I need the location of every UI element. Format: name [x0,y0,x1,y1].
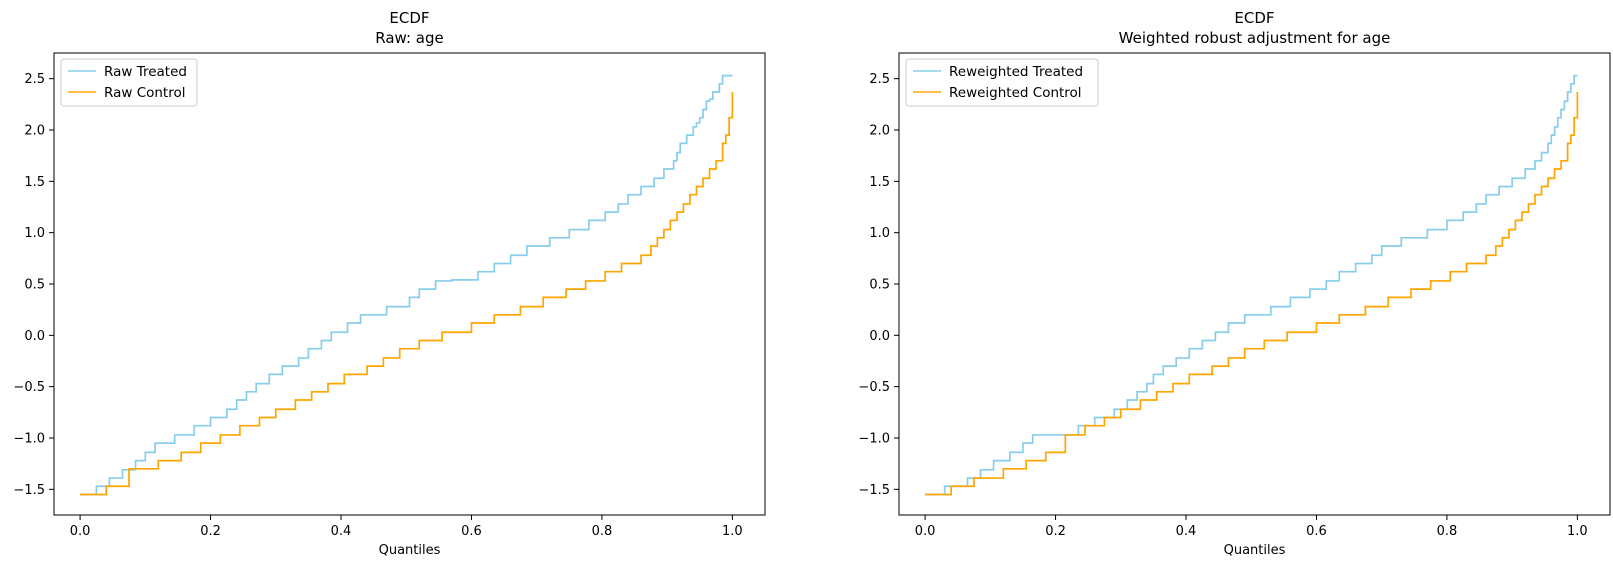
y-tick-label: −1.0 [858,432,890,447]
plot-area: 0.0 0.2 0.4 0.6 0.8 1.0 −1.5 −1.0 −0.5 0.0 0.5 1.0 1… [13,52,766,539]
chart-title: ECDF [1234,9,1274,27]
chart-subtitle: Raw: age [375,29,444,47]
legend-label-reweighted-control: Reweighted Control [949,85,1082,101]
series-line-reweighted-treated [925,74,1578,496]
y-tick-label: 2.0 [869,124,890,139]
y-tick-label: 0.0 [869,329,890,344]
x-tick-label: 0.6 [461,524,482,539]
y-tick-label: −0.5 [13,380,45,395]
x-tick-label: 1.0 [722,524,743,539]
legend-label-raw-control: Raw Control [104,85,186,101]
y-tick-label: 1.0 [24,226,45,241]
y-tick-label: 1.5 [869,175,890,190]
y-tick-label: 0.0 [24,329,45,344]
y-tick-label: 0.5 [24,278,45,293]
y-tick-label: −1.5 [13,483,45,498]
x-tick-label: 0.0 [70,524,91,539]
y-tick-label: −0.5 [858,380,890,395]
x-tick-label: 0.4 [1176,524,1197,539]
y-tick-label: 0.5 [869,278,890,293]
x-tick-label: 0.2 [200,524,221,539]
legend: Reweighted Treated Reweighted Control [905,58,1099,107]
y-tick-label: 2.0 [24,124,45,139]
legend-label-raw-treated: Raw Treated [104,64,187,80]
legend-label-reweighted-treated: Reweighted Treated [949,64,1083,80]
x-tick-label: 1.0 [1567,524,1588,539]
chart-weighted-age: ECDF Weighted robust adjustment for age … [858,9,1611,558]
y-tick-label: 1.5 [24,175,45,190]
plot-area: 0.0 0.2 0.4 0.6 0.8 1.0 −1.5 −1.0 −0.5 0.0 0.5 1.0 1… [858,52,1611,539]
y-tick-label: 2.5 [869,72,890,87]
y-tick-label: 1.0 [869,226,890,241]
x-axis-label: Quantiles [379,543,441,558]
series-line-raw-control [80,92,734,496]
x-axis-label: Quantiles [1224,543,1286,558]
series-line-raw-treated [80,74,733,496]
x-tick-label: 0.4 [331,524,352,539]
y-tick-label: −1.5 [858,483,890,498]
legend-frame [905,58,1099,107]
x-tick-label: 0.8 [1437,524,1458,539]
x-tick-label: 0.0 [915,524,936,539]
x-tick-label: 0.6 [1306,524,1327,539]
y-tick-label: 2.5 [24,72,45,87]
chart-title: ECDF [389,9,429,27]
y-tick-label: −1.0 [13,432,45,447]
chart-subtitle: Weighted robust adjustment for age [1119,29,1391,47]
legend: Raw Treated Raw Control [60,58,198,107]
chart-raw-age: ECDF Raw: age Quantiles 0.0 0.2 0.4 0.6 0.8 1… [13,9,766,558]
x-tick-label: 0.8 [592,524,613,539]
x-tick-label: 0.2 [1045,524,1066,539]
series-line-reweighted-control [925,92,1579,496]
